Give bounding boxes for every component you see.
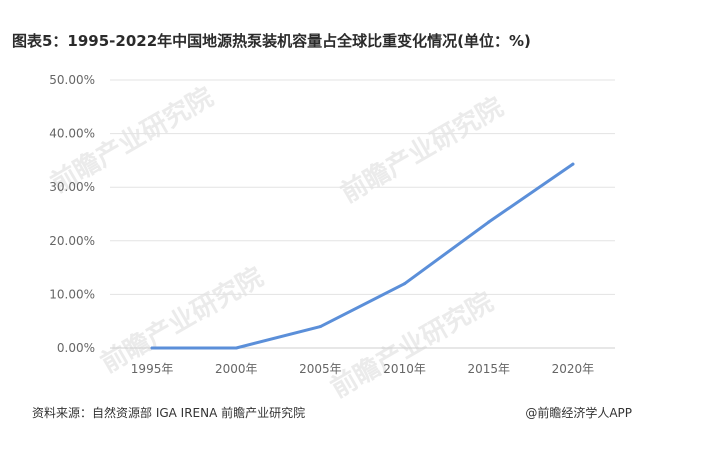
x-tick-label: 1995年 bbox=[131, 362, 174, 376]
y-tick-label: 40.00% bbox=[49, 127, 95, 141]
x-tick-label: 2005年 bbox=[299, 362, 342, 376]
data-point bbox=[487, 220, 491, 224]
y-tick-label: 30.00% bbox=[49, 180, 95, 194]
data-point bbox=[403, 282, 407, 286]
data-point bbox=[571, 162, 575, 166]
y-tick-label: 0.00% bbox=[57, 341, 95, 355]
data-point bbox=[318, 325, 322, 329]
x-tick-label: 2015年 bbox=[467, 362, 510, 376]
brand-note: @前瞻经济学人APP bbox=[525, 406, 632, 420]
x-tick-label: 2000年 bbox=[215, 362, 258, 376]
source-note: 资料来源：自然资源部 IGA IRENA 前瞻产业研究院 bbox=[32, 406, 306, 420]
chart-title: 图表5：1995-2022年中国地源热泵装机容量占全球比重变化情况(单位：%) bbox=[12, 32, 531, 50]
data-point bbox=[234, 346, 238, 350]
series-line bbox=[150, 162, 575, 350]
data-point bbox=[150, 346, 154, 350]
x-tick-label: 2010年 bbox=[383, 362, 426, 376]
x-tick-label: 2020年 bbox=[552, 362, 595, 376]
y-tick-label: 50.00% bbox=[49, 73, 95, 87]
y-tick-label: 20.00% bbox=[49, 234, 95, 248]
y-tick-label: 10.00% bbox=[49, 287, 95, 301]
